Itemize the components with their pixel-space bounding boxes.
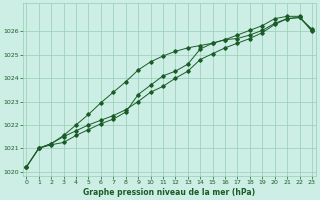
X-axis label: Graphe pression niveau de la mer (hPa): Graphe pression niveau de la mer (hPa)	[83, 188, 255, 197]
